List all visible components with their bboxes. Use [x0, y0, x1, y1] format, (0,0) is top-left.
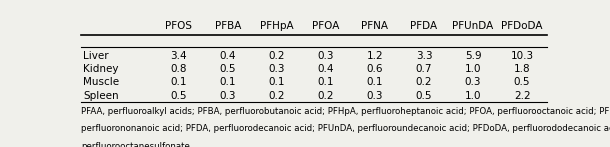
Text: PFDA: PFDA [411, 21, 437, 31]
Text: PFDoDA: PFDoDA [501, 21, 543, 31]
Text: 3.3: 3.3 [415, 51, 432, 61]
Text: 0.2: 0.2 [268, 91, 285, 101]
Text: 0.2: 0.2 [268, 51, 285, 61]
Text: PFBA: PFBA [215, 21, 241, 31]
Text: 0.1: 0.1 [268, 77, 285, 87]
Text: 2.2: 2.2 [514, 91, 531, 101]
Text: 1.0: 1.0 [465, 91, 481, 101]
Text: perfluorooctanesulfonate.: perfluorooctanesulfonate. [81, 142, 193, 147]
Text: 0.2: 0.2 [318, 91, 334, 101]
Text: 1.0: 1.0 [465, 64, 481, 74]
Text: 0.3: 0.3 [465, 77, 481, 87]
Text: 0.5: 0.5 [171, 91, 187, 101]
Text: 0.1: 0.1 [318, 77, 334, 87]
Text: 0.4: 0.4 [220, 51, 236, 61]
Text: 0.5: 0.5 [514, 77, 530, 87]
Text: PFHpA: PFHpA [260, 21, 293, 31]
Text: 1.8: 1.8 [514, 64, 531, 74]
Text: Liver: Liver [84, 51, 109, 61]
Text: PFOA: PFOA [312, 21, 340, 31]
Text: 0.3: 0.3 [220, 91, 236, 101]
Text: Muscle: Muscle [84, 77, 120, 87]
Text: 0.5: 0.5 [220, 64, 236, 74]
Text: 0.4: 0.4 [318, 64, 334, 74]
Text: PFAA, perfluoroalkyl acids; PFBA, perfluorobutanoic acid; PFHpA, perfluoroheptan: PFAA, perfluoroalkyl acids; PFBA, perflu… [81, 107, 610, 116]
Text: 10.3: 10.3 [511, 51, 534, 61]
Text: 0.1: 0.1 [171, 77, 187, 87]
Text: 0.6: 0.6 [367, 64, 383, 74]
Text: Kidney: Kidney [84, 64, 119, 74]
Text: 5.9: 5.9 [465, 51, 481, 61]
Text: 0.3: 0.3 [367, 91, 383, 101]
Text: 0.5: 0.5 [416, 91, 432, 101]
Text: 3.4: 3.4 [170, 51, 187, 61]
Text: 0.2: 0.2 [416, 77, 432, 87]
Text: 0.3: 0.3 [318, 51, 334, 61]
Text: PFUnDA: PFUnDA [453, 21, 493, 31]
Text: 0.8: 0.8 [171, 64, 187, 74]
Text: 0.1: 0.1 [367, 77, 383, 87]
Text: Spleen: Spleen [84, 91, 119, 101]
Text: perfluorononanoic acid; PFDA, perfluorodecanoic acid; PFUnDA, perfluoroundecanoi: perfluorononanoic acid; PFDA, perfluorod… [81, 124, 610, 133]
Text: 0.7: 0.7 [416, 64, 432, 74]
Text: 0.1: 0.1 [220, 77, 236, 87]
Text: PFNA: PFNA [362, 21, 389, 31]
Text: PFOS: PFOS [165, 21, 192, 31]
Text: 1.2: 1.2 [367, 51, 383, 61]
Text: 0.3: 0.3 [268, 64, 285, 74]
